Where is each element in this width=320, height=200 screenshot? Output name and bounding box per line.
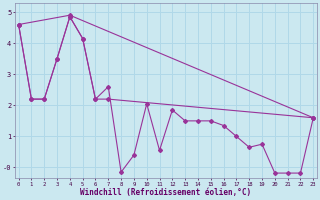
X-axis label: Windchill (Refroidissement éolien,°C): Windchill (Refroidissement éolien,°C) bbox=[80, 188, 252, 197]
